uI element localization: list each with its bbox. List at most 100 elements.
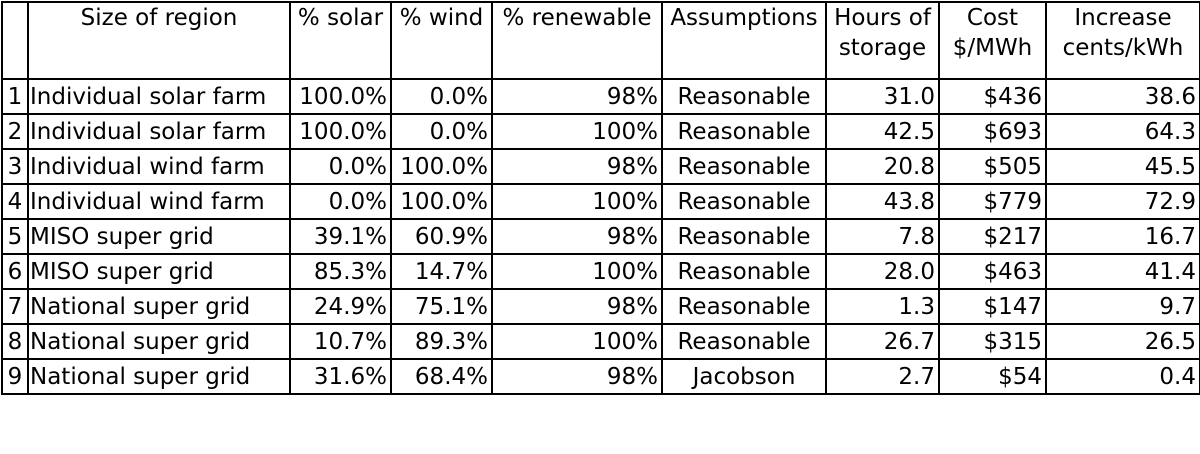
row-index-cell: 2 [1,113,29,150]
hours-of-storage-header: Hours of storage [825,1,940,80]
solar-cell: 31.6% [289,358,392,395]
renewable-cell: 98% [491,78,663,115]
cost-cell: $505 [938,148,1047,185]
cost-cell: $54 [938,358,1047,395]
assumptions-cell: Reasonable [661,253,827,290]
assumptions-cell: Reasonable [661,288,827,325]
percent-solar-header: % solar [289,1,392,80]
assumptions-header-line1: Assumptions [670,5,818,31]
row-index-cell: 7 [1,288,29,325]
table-row: 5 MISO super grid 39.1% 60.9% 98% Reasonable 7… [1,218,1200,255]
cost-header-line2: $/MWh [952,35,1033,61]
row-index-cell: 6 [1,253,29,290]
assumptions-header: Assumptions [661,1,827,80]
renewable-cell: 98% [491,358,663,395]
percent-wind-header: % wind [390,1,493,80]
size-of-region-header: Size of region [27,1,291,80]
storage-cell: 1.3 [825,288,940,325]
region-cell: Individual solar farm [27,78,291,115]
table-row: 4 Individual wind farm 0.0% 100.0% 100% Reaso… [1,183,1200,220]
assumptions-cell: Reasonable [661,323,827,360]
increase-cell: 16.7 [1045,218,1200,255]
cost-header: Cost $/MWh [938,1,1047,80]
renewable-cell: 100% [491,253,663,290]
solar-cell: 100.0% [289,113,392,150]
row-index-cell: 5 [1,218,29,255]
hours-of-storage-header-line2: storage [838,35,927,61]
table-row: 1 Individual solar farm 100.0% 0.0% 98% Reaso… [1,78,1200,115]
increase-cell: 41.4 [1045,253,1200,290]
increase-header: Increase cents/kWh [1045,1,1200,80]
wind-cell: 75.1% [390,288,493,325]
row-index-cell: 4 [1,183,29,220]
storage-cell: 2.7 [825,358,940,395]
renewable-cost-table: Size of region % solar % wind % renewable As… [1,1,1200,395]
assumptions-cell: Jacobson [661,358,827,395]
table-row: 8 National super grid 10.7% 89.3% 100% Reason… [1,323,1200,360]
region-cell: National super grid [27,288,291,325]
solar-cell: 10.7% [289,323,392,360]
region-cell: MISO super grid [27,253,291,290]
solar-cell: 100.0% [289,78,392,115]
storage-cell: 26.7 [825,323,940,360]
assumptions-cell: Reasonable [661,183,827,220]
storage-cell: 20.8 [825,148,940,185]
percent-renewable-header: % renewable [491,1,663,80]
region-cell: National super grid [27,323,291,360]
assumptions-cell: Reasonable [661,78,827,115]
increase-cell: 26.5 [1045,323,1200,360]
region-cell: MISO super grid [27,218,291,255]
table-body: 1 Individual solar farm 100.0% 0.0% 98% Reaso… [1,78,1200,395]
row-index-cell: 9 [1,358,29,395]
row-index-cell: 8 [1,323,29,360]
cost-cell: $463 [938,253,1047,290]
wind-cell: 60.9% [390,218,493,255]
wind-cell: 14.7% [390,253,493,290]
table-row: 2 Individual solar farm 100.0% 0.0% 100% Reas… [1,113,1200,150]
increase-cell: 72.9 [1045,183,1200,220]
index-header [1,1,29,80]
storage-cell: 7.8 [825,218,940,255]
table-row: 3 Individual wind farm 0.0% 100.0% 98% Reason… [1,148,1200,185]
increase-cell: 0.4 [1045,358,1200,395]
solar-cell: 39.1% [289,218,392,255]
region-cell: Individual wind farm [27,148,291,185]
renewable-cell: 98% [491,148,663,185]
storage-cell: 28.0 [825,253,940,290]
cost-cell: $436 [938,78,1047,115]
header-row: Size of region % solar % wind % renewable As… [1,1,1200,80]
cost-cell: $693 [938,113,1047,150]
row-index-cell: 3 [1,148,29,185]
table-row: 9 National super grid 31.6% 68.4% 98% Jacobso… [1,358,1200,395]
assumptions-cell: Reasonable [661,148,827,185]
wind-cell: 100.0% [390,183,493,220]
storage-cell: 31.0 [825,78,940,115]
wind-cell: 68.4% [390,358,493,395]
solar-cell: 85.3% [289,253,392,290]
solar-cell: 24.9% [289,288,392,325]
wind-cell: 0.0% [390,113,493,150]
wind-cell: 100.0% [390,148,493,185]
cost-header-line1: Cost [966,5,1019,31]
storage-cell: 42.5 [825,113,940,150]
row-index-cell: 1 [1,78,29,115]
solar-cell: 0.0% [289,148,392,185]
storage-cell: 43.8 [825,183,940,220]
percent-solar-header-line1: % solar [297,5,384,31]
hours-of-storage-header-line1: Hours of [834,5,931,31]
renewable-cell: 100% [491,113,663,150]
cost-cell: $315 [938,323,1047,360]
region-cell: Individual wind farm [27,183,291,220]
table-row: 6 MISO super grid 85.3% 14.7% 100% Reasonable… [1,253,1200,290]
cost-cell: $779 [938,183,1047,220]
assumptions-cell: Reasonable [661,218,827,255]
increase-cell: 45.5 [1045,148,1200,185]
increase-header-line1: Increase [1074,5,1172,31]
increase-cell: 9.7 [1045,288,1200,325]
size-of-region-header-line1: Size of region [80,5,238,31]
renewable-cell: 100% [491,323,663,360]
percent-wind-header-line1: % wind [399,5,484,31]
solar-cell: 0.0% [289,183,392,220]
cost-cell: $217 [938,218,1047,255]
renewable-cell: 98% [491,218,663,255]
